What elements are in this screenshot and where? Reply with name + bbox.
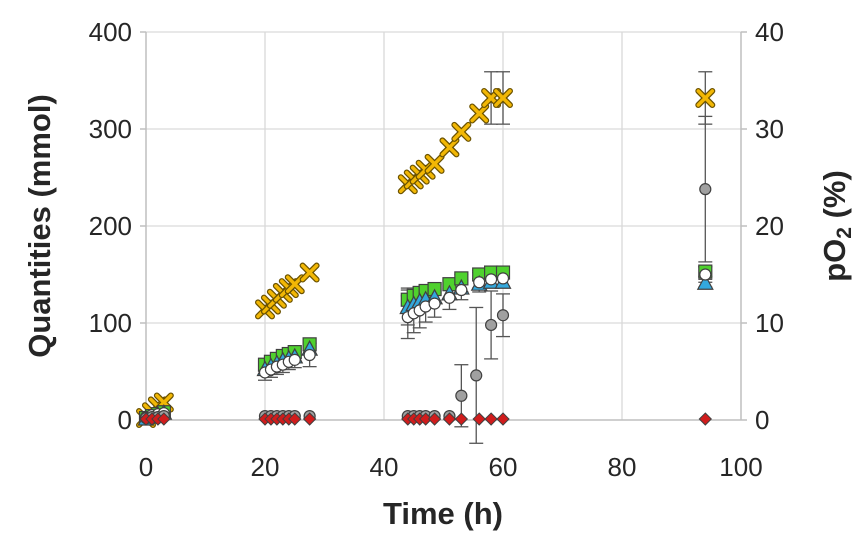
y-tick-label: 100 (89, 308, 132, 338)
circle-marker (496, 272, 510, 285)
diamond-marker (157, 412, 171, 426)
diamond-marker (484, 412, 498, 426)
y2-axis-title-subscript: 2 (833, 227, 856, 239)
y2-tick-label: 30 (755, 114, 784, 144)
circle-marker (485, 273, 498, 286)
circle-marker (455, 283, 468, 297)
circle-marker (428, 297, 441, 310)
y-tick-label: 0 (118, 405, 132, 435)
y2-tick-label: 0 (755, 405, 769, 435)
x-marker-stroke (300, 263, 319, 282)
circle-marker (455, 389, 468, 402)
tick-labels: 0 20 40 60 80 100 0 100 200 300 400 0 10 20 30 40 (89, 17, 784, 482)
x-marker-stroke (440, 138, 459, 157)
x-marker (469, 103, 490, 124)
x-marker (284, 274, 305, 295)
y2-axis-title: pO2 (%) (817, 170, 856, 282)
data-markers (136, 87, 716, 429)
diamond-marker (288, 412, 302, 426)
triangle-marker (696, 273, 714, 290)
y2-tick-label: 40 (755, 17, 784, 47)
x-axis-title: Time (h) (383, 496, 503, 531)
circle-marker (699, 183, 712, 196)
circle-marker (470, 369, 483, 382)
y-tick-label: 300 (89, 114, 132, 144)
x-tick-label: 60 (489, 452, 518, 482)
x-marker-stroke (494, 89, 512, 107)
x-marker-stroke (452, 123, 471, 141)
y-tick-label: 400 (89, 17, 132, 47)
circle-marker (699, 268, 712, 281)
x-tick-label: 40 (370, 452, 399, 482)
x-marker (299, 262, 320, 283)
x-marker-stroke (425, 155, 444, 173)
x-tick-label: 80 (608, 452, 637, 482)
circle-marker (303, 348, 316, 362)
circle-marker (288, 353, 301, 366)
x-marker (451, 121, 472, 142)
y-tick-label: 200 (89, 211, 132, 241)
diamond-marker (698, 412, 713, 426)
error-bars (258, 71, 713, 444)
y2-axis-title-main: pO (817, 239, 852, 282)
diamond-marker (427, 412, 442, 426)
diamond-marker (454, 412, 469, 426)
y2-tick-label: 10 (755, 308, 784, 338)
circle-marker (473, 276, 486, 289)
diamond-marker (418, 412, 433, 426)
y-axis-title: Quantities (mmol) (22, 94, 57, 358)
diamond-marker (472, 412, 486, 426)
x-marker (439, 137, 460, 158)
x-marker (424, 153, 445, 174)
circle-marker (485, 318, 498, 332)
y2-tick-label: 20 (755, 211, 784, 241)
diamond-marker (302, 412, 317, 426)
gridlines (146, 31, 741, 420)
diamond-marker (442, 412, 457, 426)
x-marker-stroke (286, 275, 304, 293)
diamond-marker (496, 412, 510, 426)
x-marker (493, 87, 513, 108)
y2-axis-title-unit: (%) (817, 170, 852, 227)
x-tick-label: 20 (251, 452, 280, 482)
x-tick-label: 0 (139, 452, 153, 482)
circle-marker (496, 309, 510, 322)
x-marker (695, 87, 716, 108)
circle-marker (443, 291, 456, 304)
x-tick-label: 100 (719, 452, 762, 482)
x-marker-stroke (696, 89, 715, 107)
x-marker-stroke (470, 104, 488, 123)
